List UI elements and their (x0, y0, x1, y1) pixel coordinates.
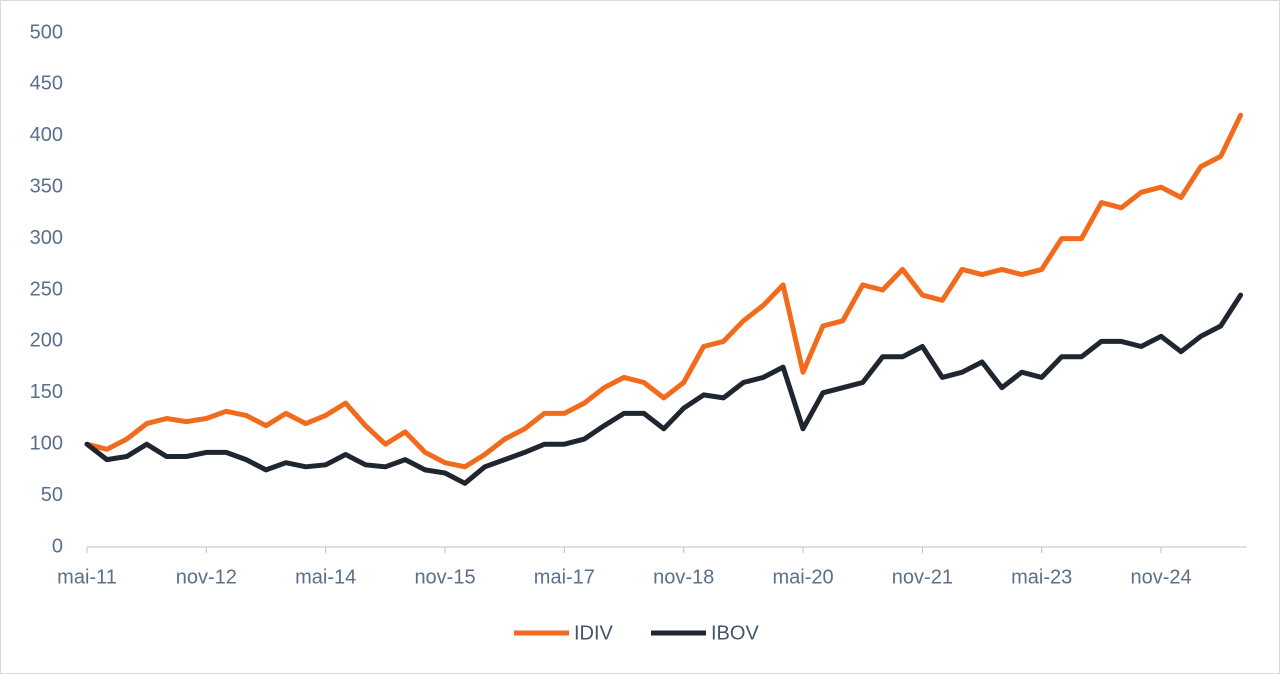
y-tick-label: 300 (30, 227, 63, 249)
y-tick-label: 350 (30, 175, 63, 197)
y-tick-label: 500 (30, 21, 63, 43)
x-tick-label: nov-24 (1130, 566, 1191, 588)
x-tick-label: nov-18 (653, 566, 714, 588)
y-tick-label: 450 (30, 73, 63, 95)
y-tick-label: 250 (30, 278, 63, 300)
legend-label: IDIV (574, 622, 614, 644)
line-series (84, 112, 1244, 470)
y-tick-label: 100 (30, 432, 63, 454)
x-tick-label: nov-12 (176, 566, 237, 588)
x-tick-label: mai-20 (772, 566, 833, 588)
x-tick-label: mai-23 (1011, 566, 1072, 588)
y-tick-label: 150 (30, 381, 63, 403)
x-tick-label: nov-21 (892, 566, 953, 588)
y-tick-label: 400 (30, 124, 63, 146)
x-tick-label: mai-11 (57, 566, 117, 588)
y-tick-label: 200 (30, 330, 63, 352)
legend-label: IBOV (711, 622, 759, 644)
x-tick-label: mai-14 (295, 566, 356, 588)
x-tick-label: mai-17 (534, 566, 595, 588)
y-tick-label: 50 (41, 484, 63, 506)
x-tick-label: nov-15 (414, 566, 475, 588)
line-series (84, 292, 1244, 486)
y-tick-label: 0 (52, 535, 63, 557)
